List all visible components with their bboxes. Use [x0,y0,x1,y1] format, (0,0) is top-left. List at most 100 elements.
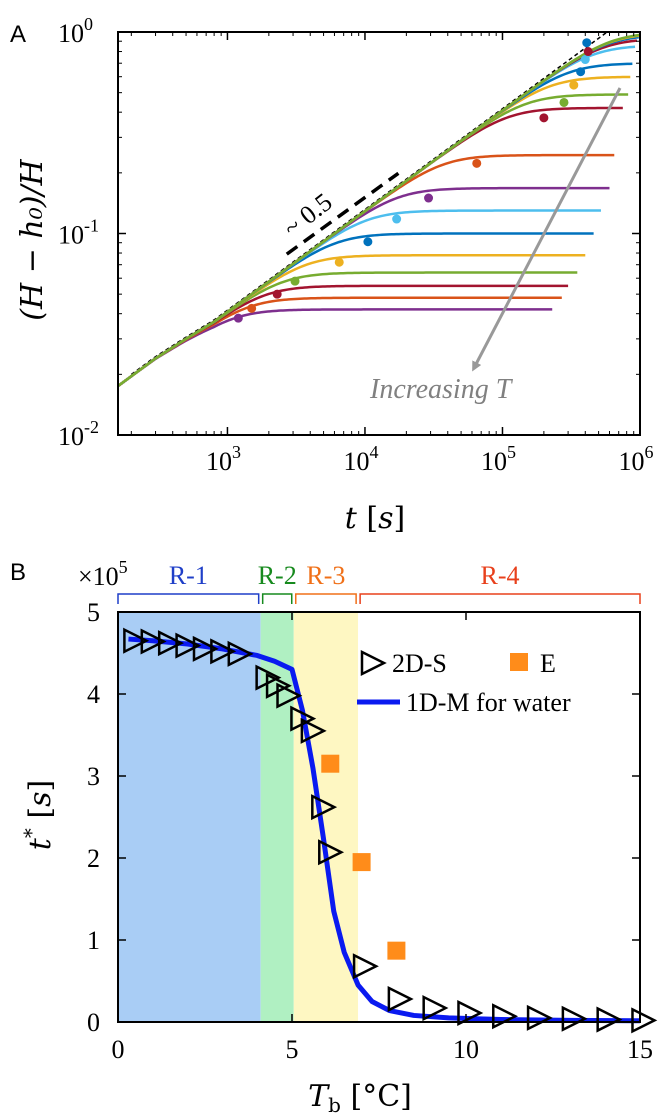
y-multiplier-label: ×105 [78,557,128,591]
series-line-4 [118,271,578,388]
panel-a: A ~ 0.5 Increasing T 103 104 105 106 10-2 10-1 1… [10,14,654,536]
y-tick-label-4: 4 [87,680,100,709]
series-line-9 [118,153,615,388]
triangle-marker-22 [631,1007,658,1034]
series-marker-6 [363,237,373,247]
x-tick-label-0: 0 [112,1035,125,1064]
triangle-marker-5 [210,638,237,665]
triangle-marker-3 [175,632,202,659]
triangle-marker-9 [276,682,303,709]
series-line-12 [118,75,631,388]
region-label-r-1: R-1 [169,561,208,590]
square-marker-1 [352,853,371,872]
y-tick-label-0: 10-2 [58,417,99,451]
series-marker-2 [247,303,257,313]
x-tick-label-1: 104 [343,442,378,476]
region-label-r-2: R-2 [258,561,297,590]
series-marker-13 [576,67,586,77]
panel-a-ticks [118,31,641,436]
series-line-13 [118,62,633,388]
triangle-marker-6 [227,640,254,667]
panel-b: B R-1 R-2 R-3 R-4 2D-S E 1D-M for water 0 5 10 1… [10,557,658,1115]
legend-square-marker [510,653,528,671]
series-marker-7 [392,214,402,224]
x-tick-label-2: 10 [453,1035,479,1064]
series-line-3 [118,284,569,388]
series-marker-8 [424,193,434,203]
y-tick-label-2: 2 [87,844,100,873]
reference-trend-line [130,32,609,376]
triangle-marker-4 [192,635,219,662]
triangle-marker-0 [123,627,150,654]
y-tick-label-5: 5 [87,598,100,627]
series-marker-1 [233,313,243,323]
triangle-marker-15 [387,986,414,1013]
triangle-marker-17 [457,999,484,1027]
x-axis-label: t [s] [345,501,405,536]
legend-triangle-marker [360,649,387,677]
x-tick-label-3: 15 [627,1035,653,1064]
triangle-marker-1 [140,628,167,655]
panel-b-region-brackets: R-1 R-2 R-3 R-4 [117,561,641,604]
square-marker-0 [321,754,340,773]
legend-label-e: E [540,649,556,678]
triangle-marker-16 [422,995,449,1022]
panel-a-plot-area [118,32,640,388]
y-tick-label-2: 100 [58,14,93,48]
triangle-marker-2 [157,630,184,657]
series-line-5 [118,253,586,388]
series-marker-12 [569,80,579,90]
increasing-t-arrow [472,87,622,372]
y-tick-label-1: 1 [87,926,100,955]
panel-b-ticks [117,611,641,1023]
panel-b-letter: B [10,559,26,586]
series-line-11 [118,93,629,388]
region-bracket-r-4 [359,593,641,604]
y-axis-label: t* [s] [19,780,58,850]
triangle-marker-13 [318,839,345,866]
series-line-10 [118,106,623,388]
x-axis-label: Tb [°C] [308,1079,412,1115]
series-line-2 [118,296,562,388]
panel-a-labels: ~ 0.5 Increasing T 103 104 105 106 10-2 10-1 100… [15,14,654,536]
series-line-18 [118,33,640,388]
series-marker-10 [539,113,549,123]
triangle-marker-14 [352,953,379,980]
panel-b-labels: 0 5 10 15 0 1 2 3 4 5 ×105 Tb [°C] t* [s] [19,557,653,1115]
slope-guide-line [285,171,400,256]
slope-label: ~ 0.5 [278,187,338,243]
series-marker-4 [290,276,300,286]
series-marker-11 [559,97,569,107]
triangle-marker-20 [561,1005,588,1032]
panel-b-legend: 2D-S E 1D-M for water [357,649,571,717]
series-marker-16 [582,38,592,48]
region-label-r-3: R-3 [306,561,345,590]
series-marker-14 [580,55,590,65]
x-tick-label-1: 5 [286,1035,299,1064]
series-marker-3 [272,289,282,299]
square-marker-2 [387,941,406,960]
triangle-marker-21 [596,1006,623,1033]
x-tick-label-2: 105 [481,442,516,476]
panel-a-letter: A [10,21,26,48]
y-tick-label-3: 3 [87,762,100,791]
region-bracket-r-2 [261,593,293,604]
legend-label-2d-s: 2D-S [392,649,447,678]
triangle-marker-12 [311,794,338,821]
series-marker-15 [583,47,593,57]
region-label-r-4: R-4 [481,561,520,590]
series-marker-5 [334,257,344,267]
series-marker-9 [472,158,482,168]
x-tick-label-3: 106 [619,442,654,476]
triangle-marker-19 [526,1004,553,1031]
panel-b-frame [117,611,641,1023]
panel-b-regions [118,612,640,1022]
increasing-t-label: Increasing T [369,374,514,405]
triangle-marker-11 [300,717,327,744]
legend-label-1d-m: 1D-M for water [406,688,571,717]
y-axis-label: (H − h₀)/H [15,158,50,320]
y-tick-label-1: 10-1 [58,216,99,250]
panel-b-plot-area [123,627,658,1034]
region-bracket-r-3 [294,593,357,604]
